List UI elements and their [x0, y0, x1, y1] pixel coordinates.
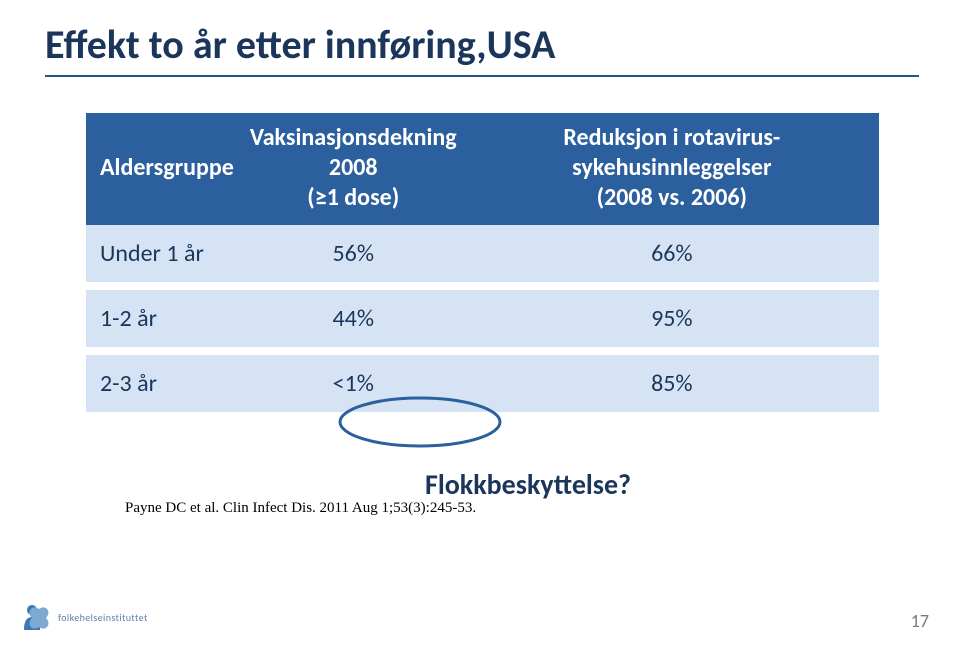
slide-title: Effekt to år etter innføring,USA	[0, 0, 959, 75]
fhi-logo-icon	[22, 602, 54, 632]
fhi-logo-text: folkehelseinstituttet	[58, 611, 148, 624]
cell-reduction: 95%	[465, 286, 879, 351]
title-rule	[45, 75, 919, 77]
col-header-reduction: Reduksjon i rotavirus-sykehusinnleggelse…	[465, 113, 879, 225]
page-number: 17	[911, 610, 929, 632]
cell-coverage: <1%	[242, 351, 465, 416]
table-header-row: Aldersgruppe Vaksinasjonsdekning 2008 (≥…	[86, 113, 879, 225]
data-table: Aldersgruppe Vaksinasjonsdekning 2008 (≥…	[86, 113, 879, 420]
data-table-wrap: Aldersgruppe Vaksinasjonsdekning 2008 (≥…	[86, 113, 879, 420]
question-label: Flokkbeskyttelse?	[425, 467, 631, 502]
footer: folkehelseinstituttet	[22, 602, 148, 632]
cell-reduction: 66%	[465, 225, 879, 286]
table-row: 2-3 år <1% 85%	[86, 351, 879, 416]
col-header-coverage: Vaksinasjonsdekning 2008 (≥1 dose)	[242, 113, 465, 225]
cell-reduction: 85%	[465, 351, 879, 416]
cell-age: 1-2 år	[86, 286, 242, 351]
cell-age: 2-3 år	[86, 351, 242, 416]
col-header-age: Aldersgruppe	[86, 113, 242, 225]
table-row: 1-2 år 44% 95%	[86, 286, 879, 351]
cell-coverage: 56%	[242, 225, 465, 286]
cell-coverage: 44%	[242, 286, 465, 351]
cell-age: Under 1 år	[86, 225, 242, 286]
table-row: Under 1 år 56% 66%	[86, 225, 879, 286]
citation-text: Payne DC et al. Clin Infect Dis. 2011 Au…	[125, 500, 476, 517]
